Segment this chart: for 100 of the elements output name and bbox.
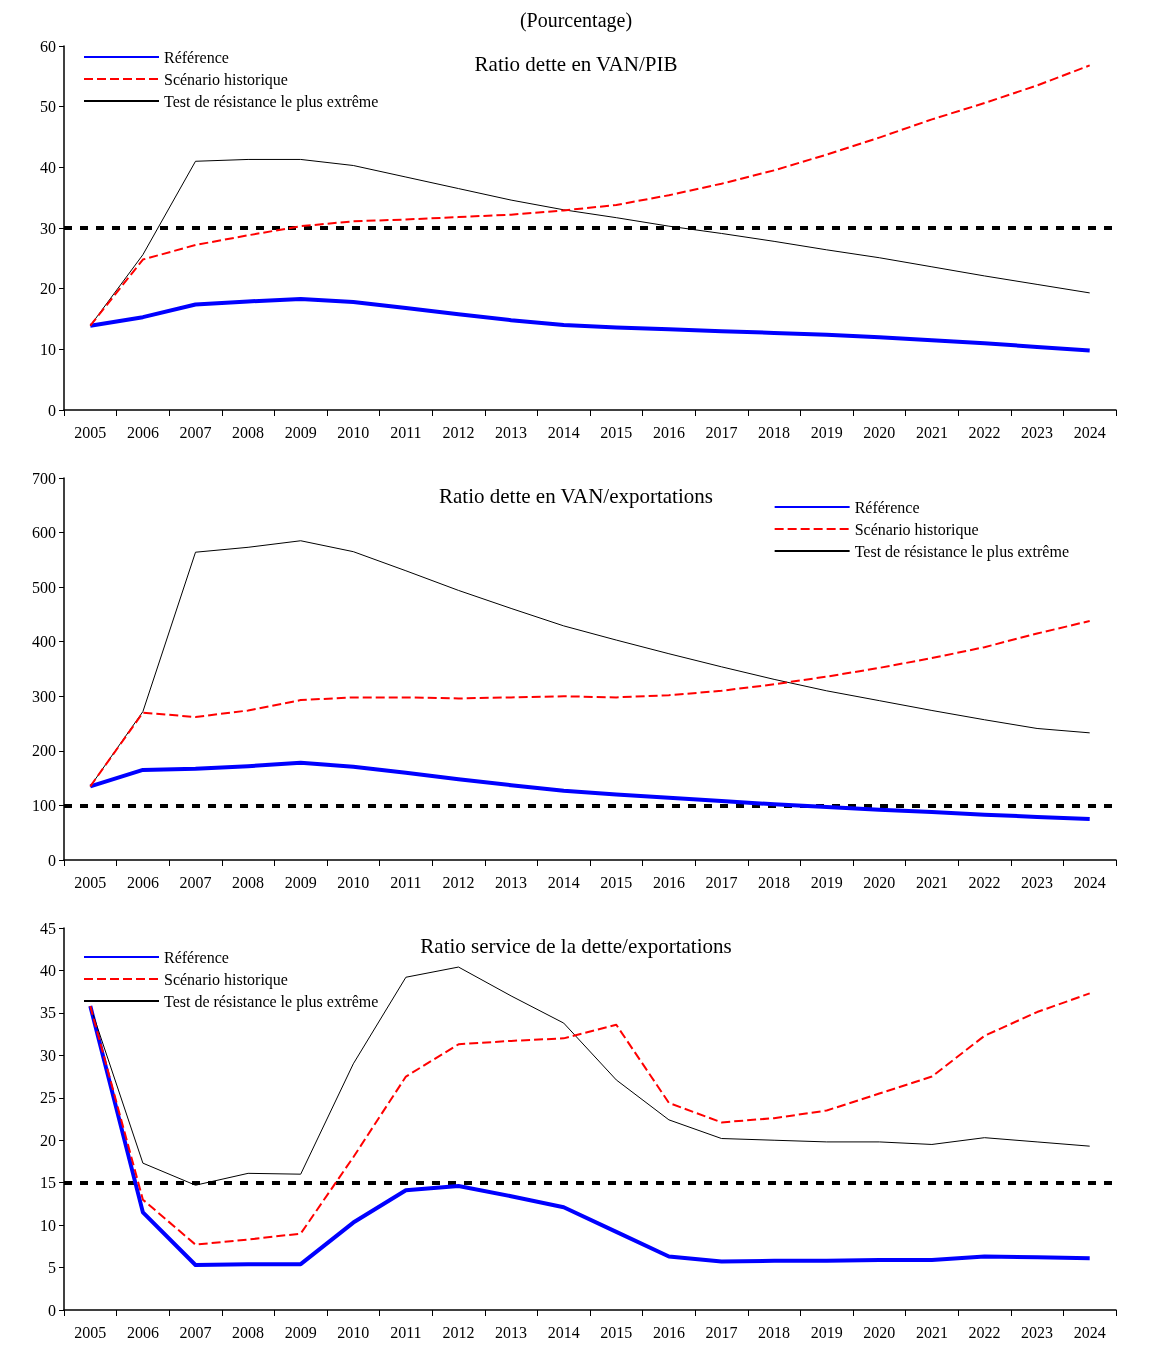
- legend-label: Test de résistance le plus extrême: [164, 92, 379, 111]
- x-tick-label: 2022: [968, 423, 1001, 441]
- x-tick-label: 2018: [758, 423, 791, 441]
- x-tick-label: 2012: [442, 423, 475, 441]
- x-tick-label: 2020: [863, 423, 896, 441]
- x-tick-label: 2007: [179, 1323, 212, 1341]
- x-tick-label: 2009: [284, 423, 317, 441]
- text: (Pourcentage): [519, 9, 633, 32]
- x-tick-label: 2020: [863, 873, 896, 891]
- x-tick-label: 2023: [1021, 1323, 1054, 1341]
- legend-label: Référence: [854, 498, 920, 516]
- y-tick-label: 200: [32, 742, 56, 760]
- y-tick-label: 15: [40, 1174, 56, 1192]
- x-tick-label: 2021: [915, 1323, 948, 1341]
- y-tick-label: 30: [40, 1046, 56, 1064]
- y-tick-label: 100: [32, 796, 56, 814]
- x-tick-label: 2024: [1073, 1323, 1106, 1341]
- x-tick-label: 2015: [600, 1323, 633, 1341]
- legend-label: Scénario historique: [854, 520, 979, 539]
- x-tick-label: 2017: [705, 873, 738, 891]
- x-tick-label: 2021: [915, 423, 948, 441]
- y-tick-label: 20: [40, 280, 56, 298]
- y-tick-label: 40: [40, 961, 56, 979]
- x-tick-label: 2016: [652, 1323, 685, 1341]
- chart-title: Ratio service de la dette/exportations: [420, 933, 732, 958]
- y-tick-label: 5: [48, 1259, 56, 1277]
- y-tick-label: 45: [40, 919, 56, 937]
- line-series: [88, 760, 1092, 822]
- x-tick-label: 2024: [1073, 423, 1106, 441]
- y-tick-label: 700: [32, 469, 56, 487]
- x-tick-label: 2015: [600, 873, 633, 891]
- x-tick-label: 2014: [547, 873, 580, 891]
- x-tick-label: 2024: [1073, 873, 1106, 891]
- x-tick-label: 2007: [179, 873, 212, 891]
- x-tick-label: 2011: [390, 873, 422, 891]
- x-tick-label: 2008: [232, 1323, 265, 1341]
- x-tick-label: 2019: [810, 873, 843, 891]
- x-tick-label: 2020: [863, 1323, 896, 1341]
- x-tick-label: 2013: [495, 1323, 528, 1341]
- x-tick-label: 2006: [126, 423, 159, 441]
- x-tick-label: 2018: [758, 1323, 791, 1341]
- x-tick-label: 2017: [705, 1323, 738, 1341]
- x-tick-label: 2022: [968, 1323, 1001, 1341]
- legend-label: Référence: [164, 48, 229, 66]
- x-tick-label: 2016: [652, 423, 685, 441]
- x-tick-label: 2005: [74, 1323, 107, 1341]
- x-tick-label: 2023: [1021, 423, 1054, 441]
- legend-label: Test de résistance le plus extrême: [854, 542, 1070, 561]
- y-tick-label: 0: [48, 401, 56, 419]
- x-tick-label: 2019: [810, 1323, 843, 1341]
- x-tick-label: 2014: [547, 1323, 580, 1341]
- x-tick-label: 2015: [600, 423, 633, 441]
- x-tick-label: 2008: [232, 423, 265, 441]
- x-tick-label: 2011: [390, 1323, 422, 1341]
- x-tick-label: 2021: [915, 873, 948, 891]
- x-tick-label: 2012: [442, 1323, 475, 1341]
- x-tick-label: 2009: [284, 873, 317, 891]
- y-tick-label: 40: [40, 158, 56, 176]
- x-tick-label: 2008: [232, 873, 265, 891]
- chart-title: Ratio dette en VAN/PIB: [474, 51, 678, 76]
- y-tick-label: 60: [40, 37, 56, 55]
- x-tick-label: 2010: [337, 873, 370, 891]
- line-series: [89, 619, 1091, 788]
- y-tick-label: 20: [40, 1131, 56, 1149]
- legend-label: Test de résistance le plus extrême: [164, 992, 379, 1011]
- legend-label: Scénario historique: [164, 70, 288, 89]
- x-tick-label: 2013: [495, 873, 528, 891]
- x-tick-label: 2005: [74, 873, 107, 891]
- line-series: [88, 296, 1092, 353]
- x-tick-label: 2016: [652, 873, 685, 891]
- x-tick-label: 2009: [284, 1323, 317, 1341]
- x-tick-label: 2017: [705, 423, 738, 441]
- chart-title: Ratio dette en VAN/exportations: [439, 483, 713, 508]
- y-tick-label: 500: [32, 578, 56, 596]
- y-tick-label: 300: [32, 687, 56, 705]
- y-tick-label: 10: [40, 1216, 56, 1234]
- x-tick-label: 2022: [968, 873, 1001, 891]
- x-tick-label: 2014: [547, 423, 580, 441]
- x-tick-label: 2012: [442, 873, 475, 891]
- x-tick-label: 2013: [495, 423, 528, 441]
- y-tick-label: 10: [40, 340, 56, 358]
- x-tick-label: 2010: [337, 423, 370, 441]
- y-tick-label: 400: [32, 633, 56, 651]
- legend-label: Scénario historique: [164, 970, 288, 989]
- x-tick-label: 2023: [1021, 873, 1054, 891]
- y-tick-label: 50: [40, 98, 56, 116]
- y-tick-label: 25: [40, 1089, 56, 1107]
- y-tick-label: 35: [40, 1004, 56, 1022]
- x-tick-label: 2011: [390, 423, 422, 441]
- x-tick-label: 2019: [810, 423, 843, 441]
- x-tick-label: 2006: [126, 1323, 159, 1341]
- y-tick-label: 0: [48, 1301, 56, 1319]
- x-tick-label: 2006: [126, 873, 159, 891]
- y-tick-label: 600: [32, 524, 56, 542]
- x-tick-label: 2018: [758, 873, 791, 891]
- x-tick-label: 2005: [74, 423, 107, 441]
- legend-label: Référence: [164, 948, 229, 966]
- y-tick-label: 0: [48, 851, 56, 869]
- x-tick-label: 2010: [337, 1323, 370, 1341]
- x-tick-label: 2007: [179, 423, 212, 441]
